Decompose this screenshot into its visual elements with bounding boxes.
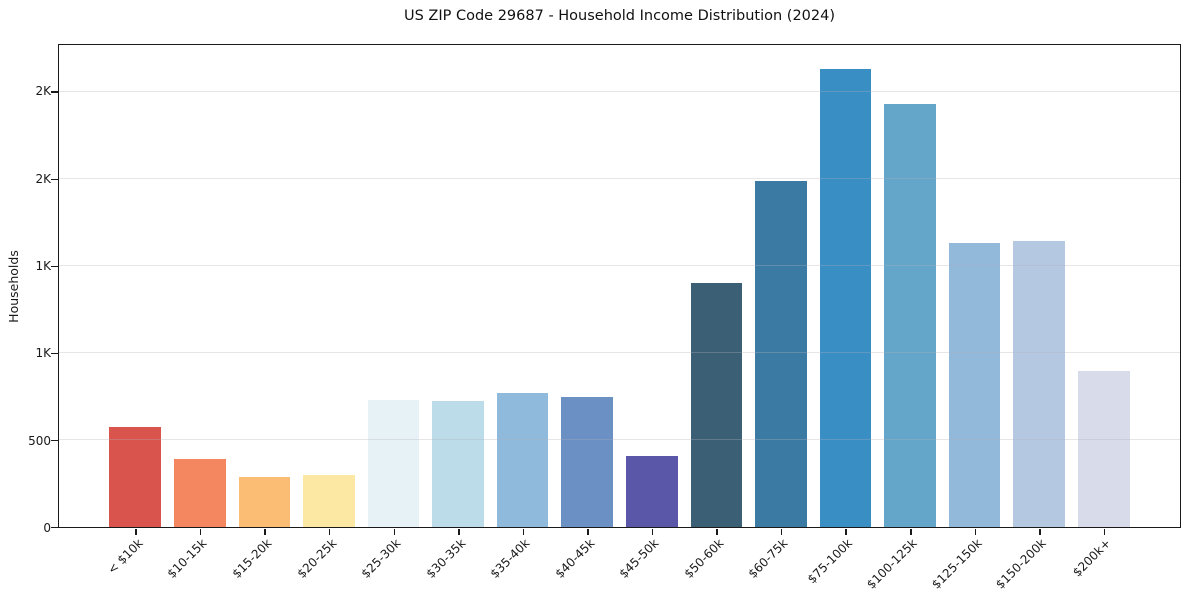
x-tick-label: < $10k — [104, 536, 146, 577]
bar-slot: $200k+ — [1070, 45, 1136, 580]
x-tick-label: $150-200k — [993, 536, 1050, 592]
x-tick-label: $20-25k — [294, 536, 339, 581]
gridline — [59, 265, 1180, 266]
bar-slot: $20-25k — [294, 45, 362, 581]
bars-layer: < $10k $10-15k $15-20k $20-25k $25-30k $30-35… — [59, 45, 1180, 592]
x-axis-tick-mark — [1103, 529, 1106, 535]
y-tick-label: 2K — [35, 84, 51, 99]
x-axis-tick-mark — [910, 529, 912, 535]
x-tick-label: $25-30k — [358, 536, 404, 581]
gridline — [59, 90, 1180, 92]
bar — [1013, 240, 1065, 527]
x-tick-label: $30-35k — [423, 536, 468, 581]
bar — [561, 397, 614, 527]
x-axis-tick-mark — [199, 529, 202, 535]
y-tick-label: 0 — [43, 521, 51, 535]
bar-slot: $40-45k — [552, 45, 620, 581]
bar — [109, 426, 162, 527]
y-tick-label: 2K — [35, 171, 51, 186]
y-axis-tick-mark — [51, 352, 58, 354]
gridline — [59, 352, 1180, 353]
chart-title: US ZIP Code 29687 - Household Income Dis… — [403, 8, 836, 24]
x-tick-label: $200k+ — [1070, 536, 1114, 580]
bar — [174, 459, 226, 527]
y-axis-tick-mark — [51, 91, 58, 93]
y-axis-tick-mark — [51, 526, 58, 528]
y-tick-label: 1K — [35, 258, 51, 273]
x-tick-label: $60-75k — [745, 536, 791, 581]
x-tick-label: $40-45k — [552, 536, 598, 581]
bar — [948, 242, 1001, 527]
x-axis-tick-mark — [845, 529, 847, 535]
y-axis-tick-mark — [51, 178, 58, 180]
gridline — [59, 178, 1180, 179]
bar-slot: < $10k — [103, 45, 168, 577]
x-axis-tick-mark — [716, 529, 718, 535]
x-axis-tick-mark — [393, 529, 396, 535]
x-tick-label: $75-100k — [805, 536, 856, 587]
bar-slot: $35-40k — [488, 45, 555, 581]
y-tick-label: 500 — [28, 433, 51, 448]
x-tick-label: $15-20k — [229, 536, 275, 581]
y-axis-tick-mark — [51, 265, 58, 267]
x-tick-label: $10-15k — [164, 536, 210, 581]
x-axis-tick-mark — [458, 529, 460, 535]
x-axis-tick-mark — [651, 529, 654, 535]
bar — [496, 393, 549, 527]
bar-slot: $10-15k — [165, 45, 233, 581]
bar-slot: $30-35k — [423, 45, 491, 581]
x-axis-tick-mark — [780, 529, 783, 535]
bar-slot: $15-20k — [229, 45, 297, 581]
plot-area: < $10k $10-15k $15-20k $20-25k $25-30k $30-35… — [51, 44, 1181, 592]
bar-slot: $125-150k — [929, 45, 1007, 592]
x-tick-label: $50-60k — [681, 536, 727, 581]
x-axis-tick-mark — [264, 529, 266, 535]
x-axis-tick-mark — [974, 529, 977, 535]
bar-slot: $75-100k — [805, 45, 878, 586]
x-tick-label: $125-150k — [928, 536, 985, 592]
x-axis-tick-mark — [135, 529, 137, 535]
x-axis-tick-mark — [587, 529, 589, 535]
bar — [367, 399, 420, 527]
bar — [238, 477, 291, 527]
bar-slot: $150-200k — [993, 45, 1072, 592]
x-axis-tick-mark — [1039, 529, 1041, 535]
bar — [303, 474, 355, 527]
bar — [1077, 371, 1130, 527]
x-axis-tick-mark — [328, 529, 331, 535]
x-tick-label: $35-40k — [487, 536, 533, 581]
x-tick-label: $100-125k — [864, 536, 920, 592]
bar — [819, 68, 872, 527]
x-tick-label: $45-50k — [616, 536, 662, 581]
x-axis-tick-mark — [522, 529, 525, 535]
bar — [690, 283, 743, 527]
bar — [755, 180, 807, 527]
bar — [884, 104, 936, 527]
bar-slot: $60-75k — [746, 45, 814, 581]
bar-slot: $50-60k — [681, 45, 749, 581]
bar-slot: $100-125k — [864, 45, 943, 592]
bar — [432, 400, 484, 527]
bar-slot: $25-30k — [359, 45, 426, 581]
bar-slot: $45-50k — [617, 45, 685, 581]
y-tick-label: 1K — [35, 346, 51, 361]
bar — [625, 455, 678, 527]
y-axis-tick-labels: 0 500 1K 1K 2K 2K — [0, 44, 51, 535]
gridline — [59, 439, 1180, 440]
y-axis-tick-mark — [51, 439, 58, 441]
